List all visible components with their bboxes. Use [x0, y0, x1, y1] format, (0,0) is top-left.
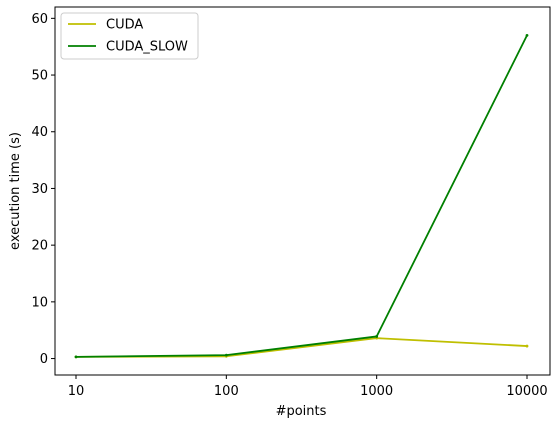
x-tick-label: 100: [214, 384, 239, 399]
y-tick-label: 10: [31, 295, 48, 310]
x-axis-label: #points: [276, 404, 327, 419]
data-point-cuda: [525, 344, 529, 348]
plot-area: [74, 33, 529, 359]
series-line-cuda-slow: [75, 34, 528, 358]
x-tick-label: 10: [68, 384, 85, 399]
axes-frame: [54, 6, 551, 376]
legend-label-cuda: CUDA: [106, 18, 143, 33]
legend: CUDA CUDA_SLOW: [60, 12, 199, 60]
x-tick-label: 10000: [506, 384, 547, 399]
axes: 10 100 1000 10000 0 10 20 30 40 50 60: [31, 6, 551, 399]
series-line-cuda: [75, 337, 528, 358]
data-point-cuda-slow: [525, 33, 529, 37]
data-point-cuda-slow: [375, 335, 379, 338]
y-tick-label: 0: [40, 352, 48, 367]
legend-label-cuda-slow: CUDA_SLOW: [106, 40, 188, 55]
data-point-cuda-slow: [224, 353, 228, 357]
y-tick-label: 40: [31, 125, 48, 140]
x-tick-label: 1000: [360, 384, 393, 399]
y-tick-label: 30: [31, 182, 48, 197]
y-tick-label: 60: [31, 12, 48, 27]
y-tick-label: 20: [31, 239, 48, 254]
y-tick-label: 50: [31, 69, 48, 84]
data-point-cuda-slow: [74, 355, 78, 359]
y-axis-label: execution time (s): [8, 132, 23, 250]
